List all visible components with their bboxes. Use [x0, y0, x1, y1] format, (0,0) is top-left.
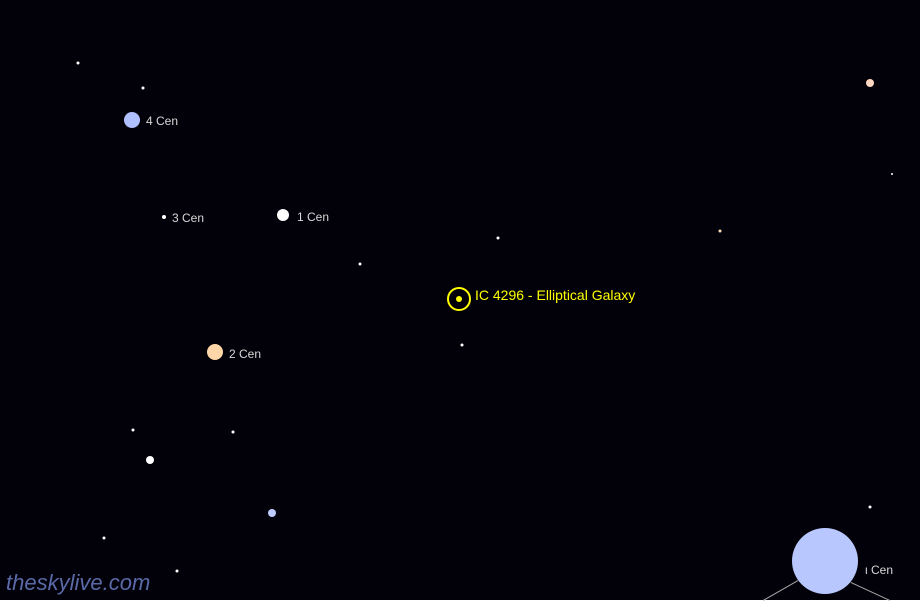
- field-star: [497, 237, 500, 240]
- target-label: IC 4296 - Elliptical Galaxy: [475, 287, 635, 303]
- field-star: [268, 509, 276, 517]
- star-3-cen: [162, 215, 166, 219]
- field-star: [77, 62, 80, 65]
- field-star: [132, 429, 135, 432]
- star-4-cen: [124, 112, 140, 128]
- star-label: ι Cen: [865, 563, 893, 577]
- field-star: [891, 173, 893, 175]
- field-star: [146, 456, 154, 464]
- field-star: [719, 230, 722, 233]
- watermark: theskylive.com: [6, 570, 150, 596]
- field-star: [461, 344, 464, 347]
- star-label: 2 Cen: [229, 347, 261, 361]
- field-star: [103, 537, 106, 540]
- field-star: [142, 87, 145, 90]
- target-center: [456, 296, 462, 302]
- star-1-cen: [277, 209, 289, 221]
- star-iota-cen: [792, 528, 858, 594]
- star-chart: 4 Cen 1 Cen 3 Cen 2 Cen ι Cen IC 4296 - Ellip…: [0, 0, 920, 600]
- field-star: [359, 263, 362, 266]
- field-star: [176, 570, 179, 573]
- field-star: [869, 506, 872, 509]
- field-star: [232, 431, 235, 434]
- star-label: 3 Cen: [172, 211, 204, 225]
- constellation-line: [763, 580, 798, 601]
- star-2-cen: [207, 344, 223, 360]
- constellation-line: [851, 582, 890, 601]
- star-label: 1 Cen: [297, 210, 329, 224]
- field-star: [866, 79, 874, 87]
- star-label: 4 Cen: [146, 114, 178, 128]
